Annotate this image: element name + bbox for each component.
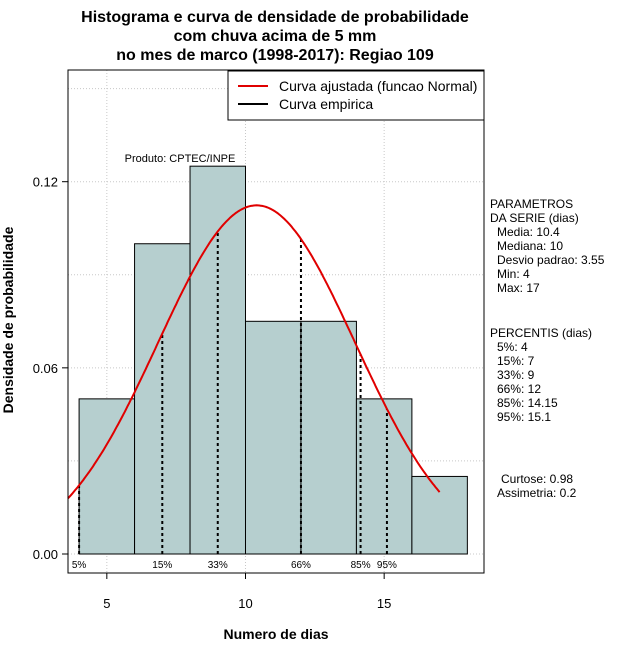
percentile-labels: 5% 15% 33% 66% 85% 95% xyxy=(72,560,397,571)
param-desvio: Desvio padrao: 3.55 xyxy=(497,253,605,267)
curtose-value: Curtose: 0.98 xyxy=(501,472,573,486)
histogram-bar-0 xyxy=(78,398,136,555)
legend-label-empirical: Curva empirica xyxy=(279,96,373,112)
histogram-bar-4 xyxy=(300,320,357,555)
percentile-label-3: 66% xyxy=(291,560,311,571)
params-title-line-2: DA SERIE (dias) xyxy=(490,211,579,225)
percentil-5: 5%: 4 xyxy=(497,340,528,354)
x-axis-label: Numero de dias xyxy=(223,626,328,642)
param-mediana: Mediana: 10 xyxy=(497,239,563,253)
normal-curve-path xyxy=(67,204,441,499)
percentil-66: 66%: 12 xyxy=(497,382,541,396)
histogram-bar-5 xyxy=(355,398,413,555)
chart-title-line-1: Histograma e curva de densidade de proba… xyxy=(81,9,469,26)
percentile-label-1: 15% xyxy=(152,560,172,571)
chart-title-line-3: no mes de marco (1998-2017): Regiao 109 xyxy=(116,47,434,64)
chart-title-line-2: com chuva acima de 5 mm xyxy=(174,28,377,45)
param-min: Min: 4 xyxy=(497,267,530,281)
percentile-lines xyxy=(78,231,388,554)
legend-box xyxy=(227,70,485,121)
percentil-15: 15%: 7 xyxy=(497,354,535,368)
histogram-bar-3 xyxy=(244,320,302,555)
y-axis-label: Densidade de probabilidade xyxy=(0,226,16,413)
y-tick-label-1: 0.06 xyxy=(33,361,58,376)
x-tick-label-1: 10 xyxy=(238,596,252,611)
percentile-label-2: 33% xyxy=(208,560,228,571)
param-max: Max: 17 xyxy=(497,281,540,295)
percentile-label-5: 95% xyxy=(377,560,397,571)
legend: Curva ajustada (funcao Normal) Curva emp… xyxy=(227,70,485,121)
params-title-line-1: PARAMETROS xyxy=(490,197,573,211)
x-tick-label-2: 15 xyxy=(377,596,391,611)
percentile-label-4: 85% xyxy=(351,560,371,571)
y-tick-label-2: 0.12 xyxy=(33,175,58,190)
percentile-label-0: 5% xyxy=(72,560,87,571)
histogram-bar-1 xyxy=(134,243,191,555)
percentil-95: 95%: 15.1 xyxy=(497,410,551,424)
legend-label-fitted: Curva ajustada (funcao Normal) xyxy=(279,78,477,94)
percentis-title: PERCENTIS (dias) xyxy=(490,326,592,340)
histogram-bar-6 xyxy=(411,475,468,555)
assimetria-value: Assimetria: 0.2 xyxy=(497,486,577,500)
product-annotation: Produto: CPTEC/INPE xyxy=(125,153,236,165)
histogram-bars xyxy=(78,165,468,555)
percentil-33: 33%: 9 xyxy=(497,368,535,382)
side-panel: PARAMETROS DA SERIE (dias) Media: 10.4 M… xyxy=(490,197,605,500)
x-tick-label-0: 5 xyxy=(103,596,110,611)
plot-frame xyxy=(67,69,485,574)
percentil-85: 85%: 14.15 xyxy=(497,396,558,410)
param-media: Media: 10.4 xyxy=(497,225,560,239)
y-tick-label-0: 0.00 xyxy=(33,547,58,562)
axis-ticks: 5 10 15 0.00 0.06 0.12 xyxy=(33,175,392,611)
density-curve xyxy=(67,204,441,499)
